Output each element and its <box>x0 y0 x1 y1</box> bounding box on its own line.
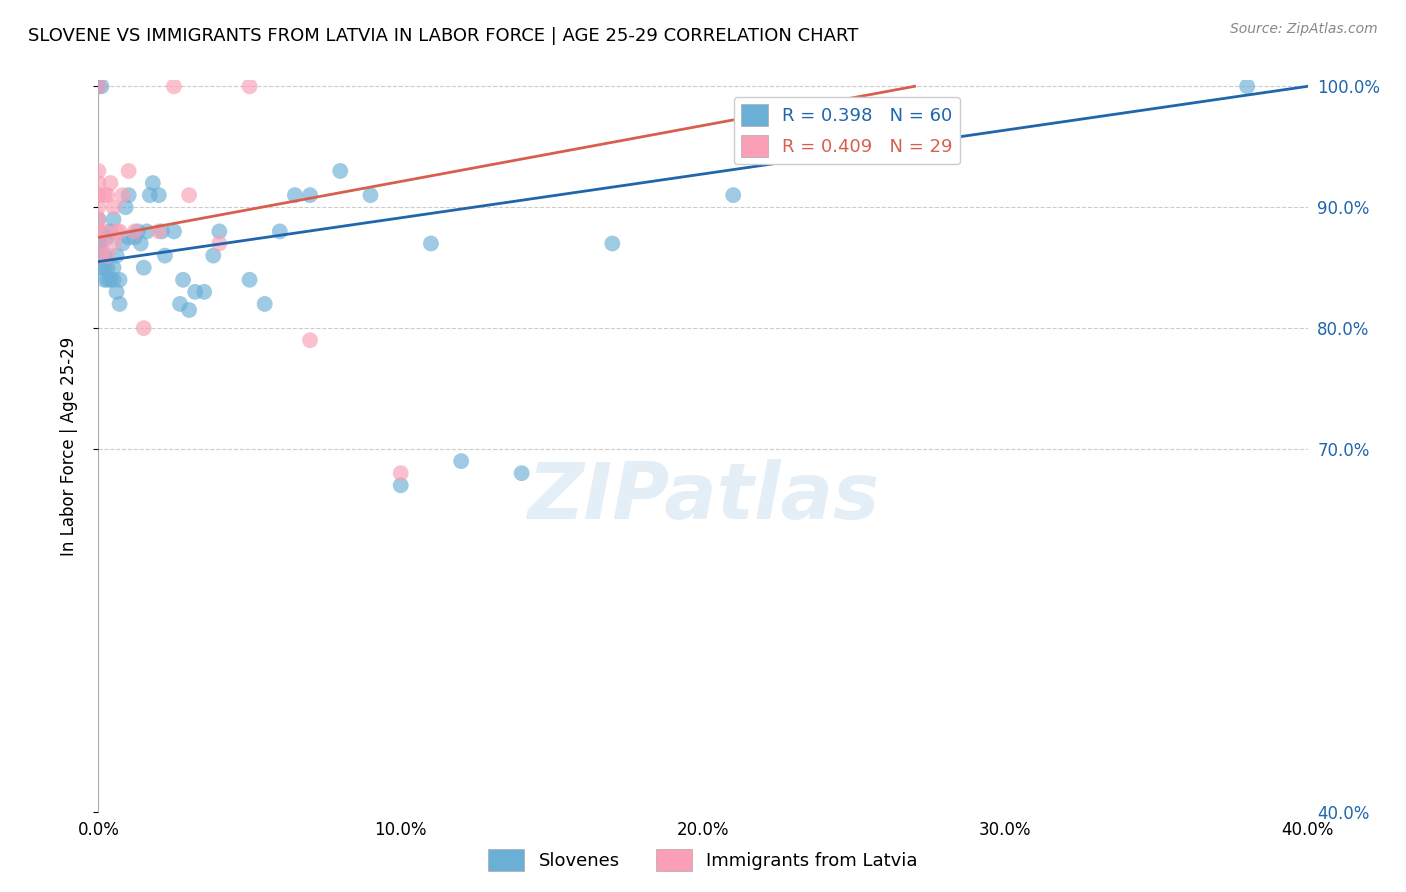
Point <box>100 176 122 190</box>
Text: SLOVENE VS IMMIGRANTS FROM LATVIA IN LABOR FORCE | AGE 25-29 CORRELATION CHART: SLOVENE VS IMMIGRANTS FROM LATVIA IN LAB… <box>28 27 859 45</box>
Point <box>118 164 141 178</box>
Point <box>100 224 122 238</box>
Point <box>148 188 170 202</box>
Point <box>163 79 186 94</box>
Legend: R = 0.398   N = 60, R = 0.409   N = 29: R = 0.398 N = 60, R = 0.409 N = 29 <box>734 96 960 164</box>
Point <box>139 188 162 202</box>
Point <box>179 303 201 318</box>
Point <box>148 224 170 238</box>
Point <box>329 164 352 178</box>
Point <box>208 224 231 238</box>
Point <box>93 224 115 238</box>
Text: ZIPatlas: ZIPatlas <box>527 459 879 535</box>
Point <box>87 188 110 202</box>
Point <box>87 79 110 94</box>
Point <box>111 236 134 251</box>
Point <box>129 236 152 251</box>
Point <box>184 285 207 299</box>
Text: Source: ZipAtlas.com: Source: ZipAtlas.com <box>1230 22 1378 37</box>
Point <box>108 297 131 311</box>
Point <box>103 200 125 214</box>
Point <box>90 79 112 94</box>
Point <box>124 230 146 244</box>
Point <box>96 273 118 287</box>
Point <box>87 249 110 263</box>
Point <box>93 260 115 275</box>
Point <box>114 200 136 214</box>
Point <box>93 188 115 202</box>
Point <box>202 249 225 263</box>
Point <box>96 230 118 244</box>
Point <box>87 224 110 238</box>
Point <box>90 236 112 251</box>
Point <box>389 466 412 480</box>
Point <box>103 236 125 251</box>
Point <box>87 212 110 227</box>
Point <box>87 224 110 238</box>
Point <box>118 188 141 202</box>
Point <box>208 236 231 251</box>
Point <box>299 188 322 202</box>
Point <box>269 224 291 238</box>
Point <box>108 224 131 238</box>
Point <box>179 188 201 202</box>
Point <box>87 176 110 190</box>
Point <box>96 260 118 275</box>
Point <box>105 224 128 238</box>
Point <box>93 273 115 287</box>
Point <box>163 224 186 238</box>
Point <box>284 188 307 202</box>
Legend: Slovenes, Immigrants from Latvia: Slovenes, Immigrants from Latvia <box>481 842 925 879</box>
Point <box>96 249 118 263</box>
Point <box>100 273 122 287</box>
Point <box>723 188 745 202</box>
Point <box>239 273 262 287</box>
Point <box>299 333 322 347</box>
Point <box>111 188 134 202</box>
Point <box>90 260 112 275</box>
Point <box>87 200 110 214</box>
Point <box>193 285 215 299</box>
Point <box>103 260 125 275</box>
Point <box>1236 79 1258 94</box>
Point <box>90 236 112 251</box>
Point <box>142 176 165 190</box>
Y-axis label: In Labor Force | Age 25-29: In Labor Force | Age 25-29 <box>59 336 77 556</box>
Point <box>87 164 110 178</box>
Point <box>132 321 155 335</box>
Point <box>103 212 125 227</box>
Point <box>90 249 112 263</box>
Point <box>253 297 276 311</box>
Point <box>510 466 533 480</box>
Point <box>96 188 118 202</box>
Point <box>150 224 173 238</box>
Point <box>602 236 624 251</box>
Point <box>389 478 412 492</box>
Point <box>118 230 141 244</box>
Point <box>239 79 262 94</box>
Point <box>420 236 443 251</box>
Point <box>93 249 115 263</box>
Point <box>124 224 146 238</box>
Point <box>87 236 110 251</box>
Point <box>450 454 472 468</box>
Point <box>132 260 155 275</box>
Point <box>172 273 194 287</box>
Point <box>87 79 110 94</box>
Point <box>135 224 157 238</box>
Point <box>90 249 112 263</box>
Point <box>105 249 128 263</box>
Point <box>153 249 176 263</box>
Point <box>108 273 131 287</box>
Point <box>87 212 110 227</box>
Point <box>169 297 191 311</box>
Point <box>105 285 128 299</box>
Point <box>360 188 382 202</box>
Point <box>127 224 149 238</box>
Point <box>103 273 125 287</box>
